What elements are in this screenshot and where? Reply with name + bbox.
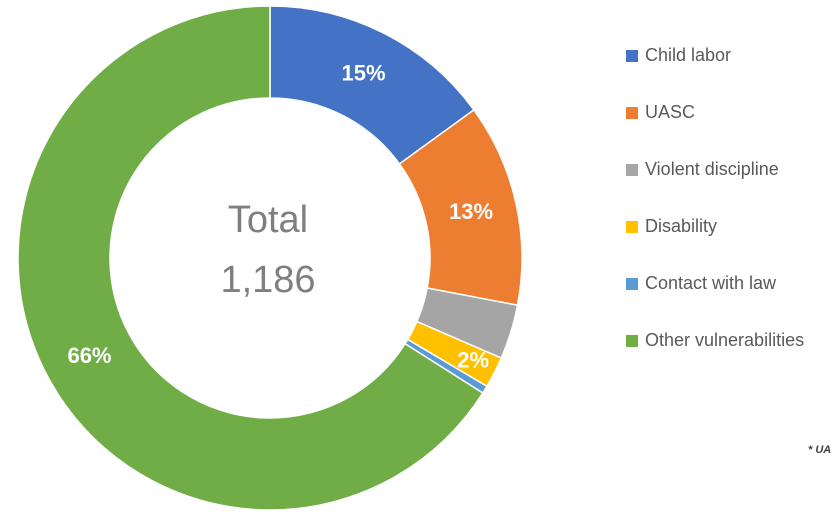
legend-swatch bbox=[626, 221, 638, 233]
legend-swatch bbox=[626, 278, 638, 290]
data-label: 13% bbox=[449, 199, 493, 224]
center-title: Total bbox=[228, 199, 308, 241]
donut-slice bbox=[17, 5, 484, 511]
legend-label: Contact with law bbox=[645, 273, 777, 293]
legend-label: Violent discipline bbox=[645, 159, 779, 179]
legend-label: Child labor bbox=[645, 45, 731, 65]
legend-swatch bbox=[626, 107, 638, 119]
legend-swatch bbox=[626, 164, 638, 176]
legend-label: UASC bbox=[645, 102, 695, 122]
annotation: * UA bbox=[808, 444, 831, 456]
center-total: 1,186 bbox=[220, 259, 315, 301]
data-label: 15% bbox=[341, 60, 385, 85]
data-label: 2% bbox=[457, 347, 489, 372]
legend-swatch bbox=[626, 335, 638, 347]
legend-swatch bbox=[626, 50, 638, 62]
data-label: 66% bbox=[67, 343, 111, 368]
legend-label: Disability bbox=[645, 216, 717, 236]
legend-label: Other vulnerabilities bbox=[645, 330, 804, 350]
